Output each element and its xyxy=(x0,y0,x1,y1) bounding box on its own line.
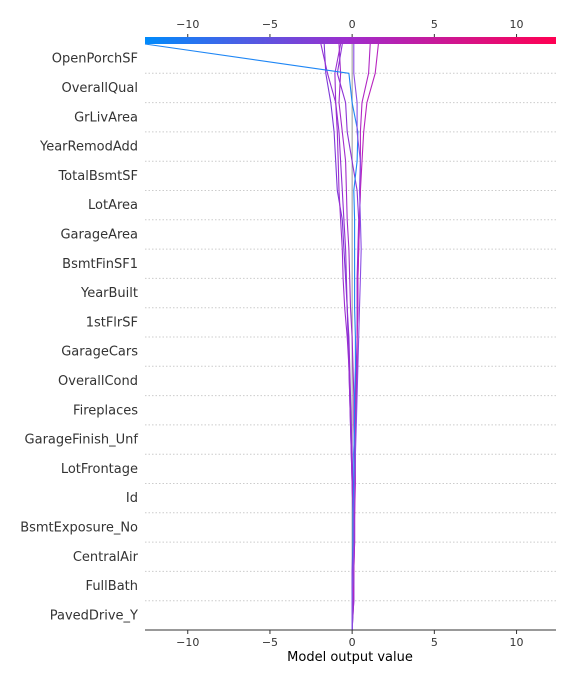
top-tick-label: −10 xyxy=(176,18,199,31)
gridlines xyxy=(145,72,556,631)
decision-line xyxy=(144,43,359,630)
feature-label: Id xyxy=(126,491,138,506)
top-tick-label: 5 xyxy=(431,18,438,31)
feature-label: OverallCond xyxy=(58,374,138,389)
x-tick-label: −10 xyxy=(176,636,199,649)
feature-label: GarageFinish_Unf xyxy=(25,433,139,448)
top-tick-label: 0 xyxy=(349,18,356,31)
x-tick-label: −5 xyxy=(262,636,278,649)
colorbar xyxy=(145,37,556,44)
feature-label: GarageArea xyxy=(60,227,138,242)
feature-label: CentralAir xyxy=(73,550,139,565)
decision-lines xyxy=(144,43,379,631)
decision-line xyxy=(351,44,362,630)
feature-label: PavedDrive_Y xyxy=(50,608,138,623)
decision-line xyxy=(351,43,371,631)
x-tick-label: 5 xyxy=(431,636,438,649)
x-axes: −10 −10 −5 −5 0 0 5 5 10 10 xyxy=(145,18,556,649)
feature-label: FullBath xyxy=(86,579,138,594)
feature-label: BsmtFinSF1 xyxy=(62,257,138,272)
feature-label: YearBuilt xyxy=(80,286,138,301)
top-tick-label: 10 xyxy=(510,18,524,31)
feature-label: LotArea xyxy=(88,198,138,213)
x-tick-label: 10 xyxy=(510,636,524,649)
feature-label: OverallQual xyxy=(61,81,138,96)
feature-label: GrLivArea xyxy=(74,110,138,125)
feature-label: YearRemodAdd xyxy=(39,140,138,155)
x-tick-label: 0 xyxy=(349,636,356,649)
feature-label: Fireplaces xyxy=(73,403,138,418)
top-tick-label: −5 xyxy=(262,18,278,31)
feature-label: LotFrontage xyxy=(61,462,138,477)
feature-labels: OpenPorchSF OverallQual GrLivArea YearRemod… xyxy=(20,52,138,624)
x-axis-label: Model output value xyxy=(287,650,413,665)
feature-label: BsmtExposure_No xyxy=(20,520,138,535)
feature-label: OpenPorchSF xyxy=(52,52,138,67)
feature-label: 1stFlrSF xyxy=(86,315,138,330)
feature-label: GarageCars xyxy=(61,345,138,360)
feature-label: TotalBsmtSF xyxy=(57,169,138,184)
